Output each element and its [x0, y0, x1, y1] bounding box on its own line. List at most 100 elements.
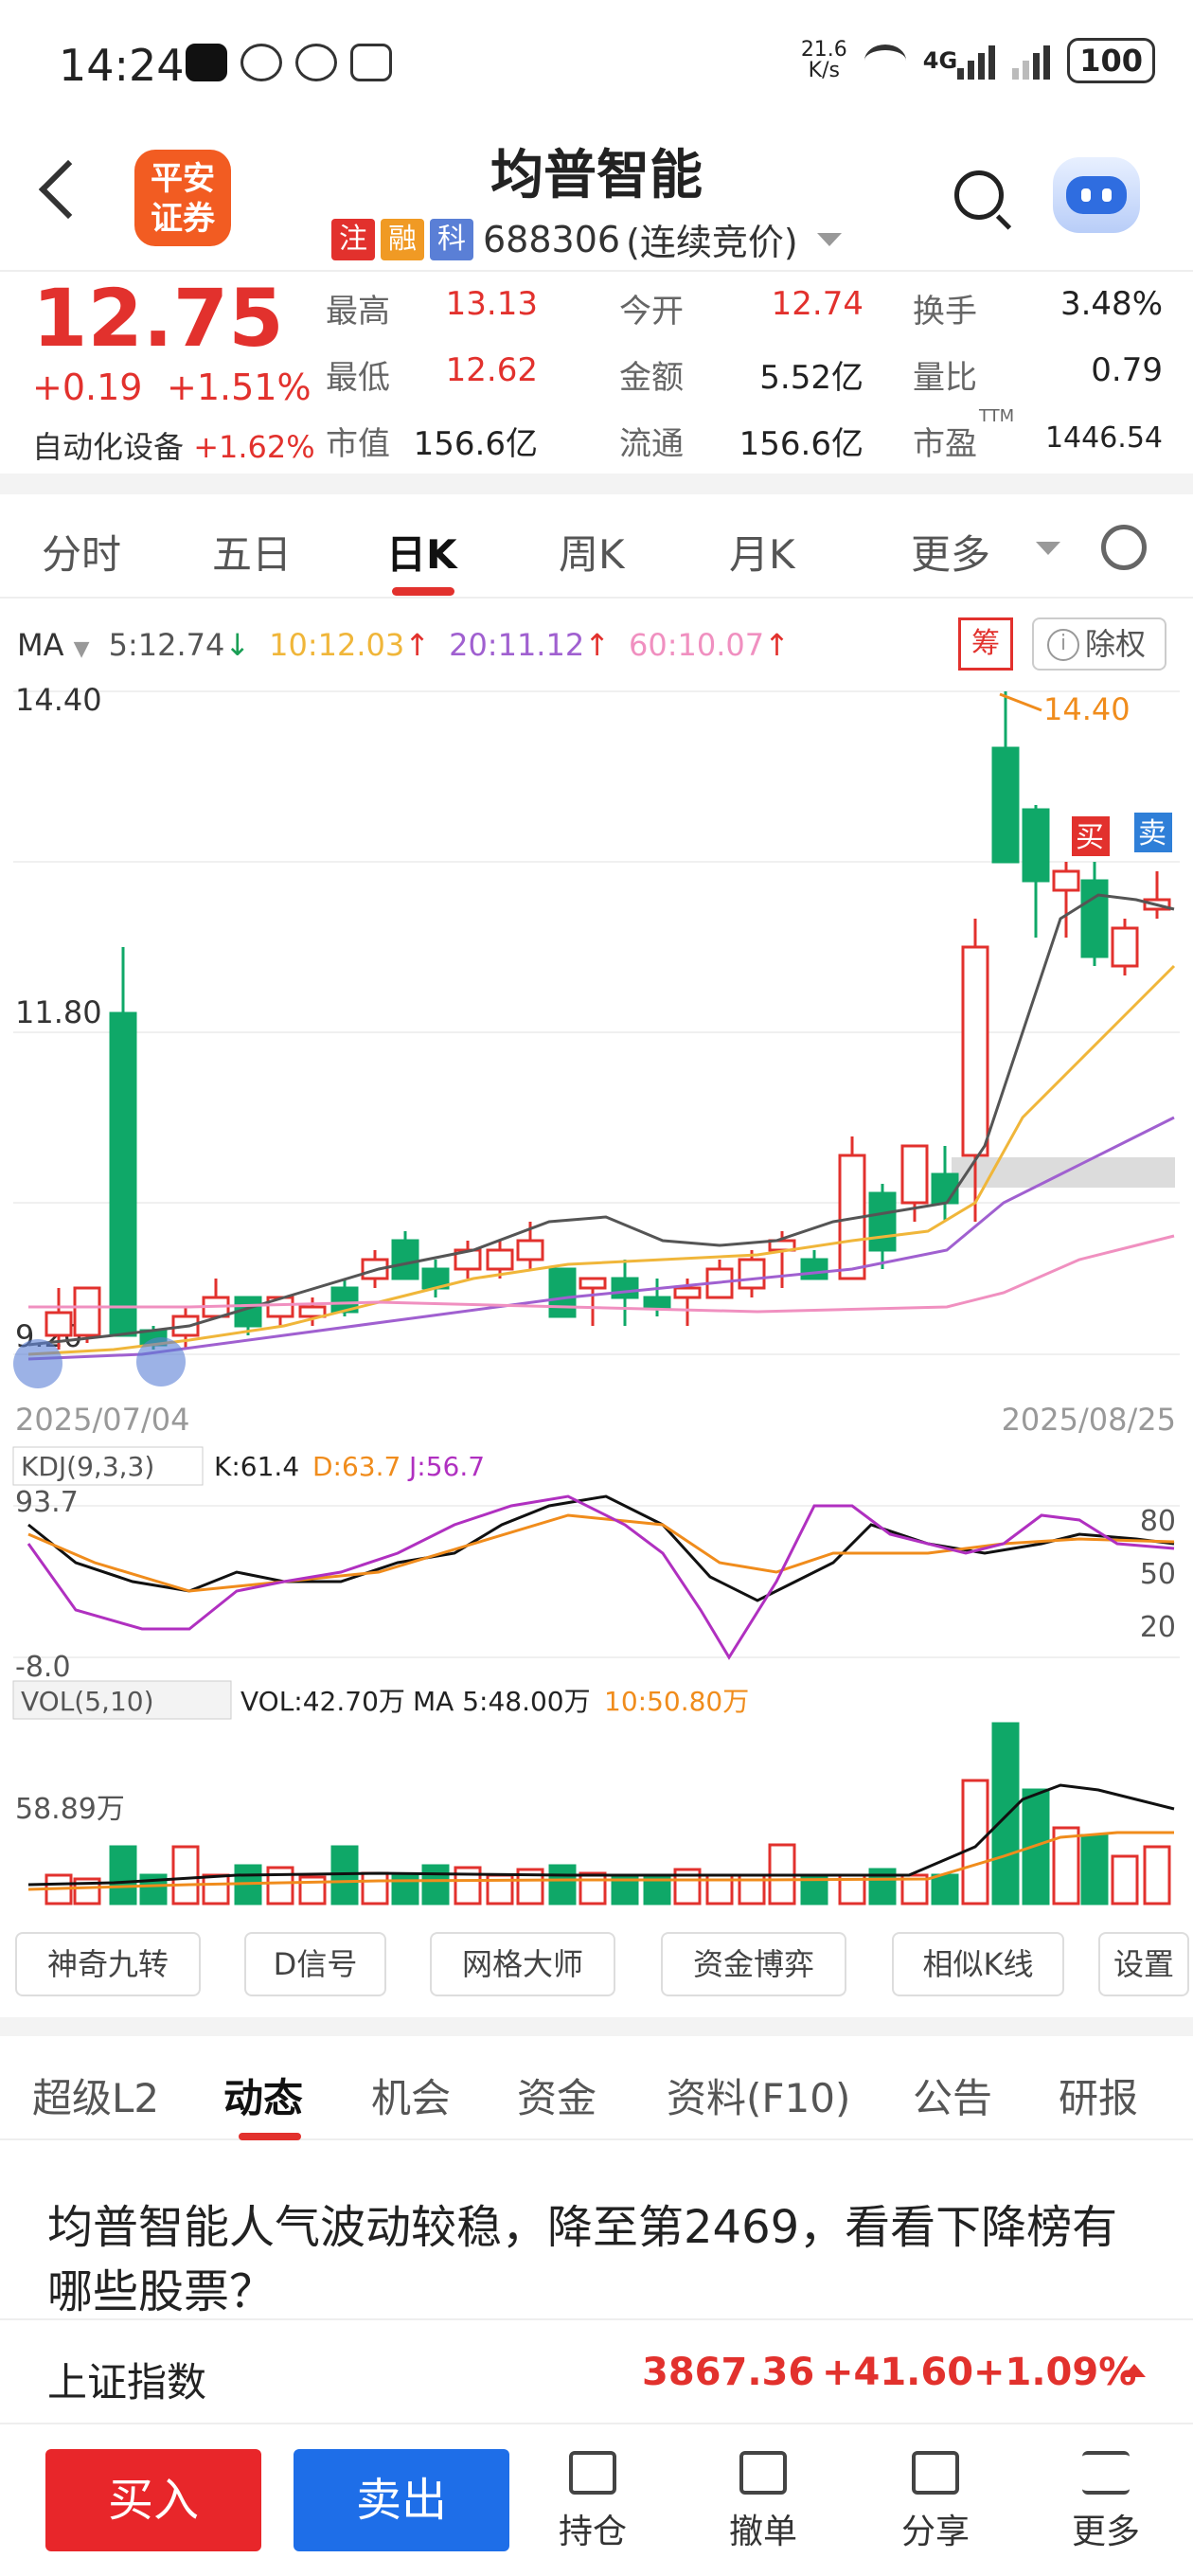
tool-magic-nine[interactable]: 神奇九转 [15, 1932, 201, 1996]
ma-legend: MA ▼ 5:12.74↓ 10:12.03↑ 20:11.12↑ 60:10.… [17, 627, 790, 663]
share-button[interactable]: 分享 [879, 2451, 992, 2553]
tab-funds[interactable]: 资金 [517, 2075, 597, 2121]
ma5-value: 5:12.74↓ [108, 627, 251, 663]
tab-more[interactable]: 更多 [911, 531, 991, 578]
candle-body [579, 1277, 607, 1290]
kdj-k-value: K:61.4 [214, 1451, 299, 1482]
volume-bar [931, 1873, 959, 1905]
ma-selector[interactable]: MA ▼ [17, 627, 90, 663]
tool-similar-k[interactable]: 相似K线 [892, 1932, 1064, 1996]
expand-left-icon[interactable] [13, 1339, 62, 1388]
buy-marker[interactable]: 买 [1076, 821, 1104, 854]
tool-capital-game[interactable]: 资金博弈 [661, 1932, 846, 1996]
sell-button[interactable]: 卖出 [294, 2449, 509, 2551]
stock-name: 均普智能 [490, 145, 703, 206]
news-headline[interactable]: 均普智能人气波动较稳，降至第2469，看看下降榜有哪些股票？ [47, 2201, 1118, 2318]
alarm-icon [295, 44, 337, 81]
value-volume-ratio: 0.79 [1091, 351, 1163, 389]
tab-super-l2[interactable]: 超级L2 [32, 2075, 160, 2121]
tab-daily-k[interactable]: 日K [386, 531, 457, 578]
buy-button[interactable]: 买入 [45, 2449, 261, 2551]
tab-five-day[interactable]: 五日 [212, 531, 293, 578]
broker-logo[interactable]: 平安 证券 [134, 150, 231, 246]
chip-distribution-button[interactable]: 筹 [958, 617, 1013, 671]
y-axis-mid: 11.80 [15, 994, 102, 1030]
bluetooth-battery-icon [350, 44, 392, 81]
stock-code: 688306 [483, 218, 621, 260]
ai-assistant-icon[interactable] [1053, 157, 1140, 233]
gear-icon[interactable] [1101, 525, 1147, 570]
volume-bar [266, 1866, 294, 1905]
chart-grid [13, 690, 1180, 1658]
tab-announcements[interactable]: 公告 [913, 2075, 993, 2121]
candle-body [800, 1258, 828, 1280]
kline-chart[interactable]: 14.40 11.80 9.20 14.40 买 卖 2025/07/04 20… [0, 672, 1193, 1923]
positions-button[interactable]: 持仓 [536, 2451, 650, 2553]
label-low: 最低 [326, 359, 390, 397]
wifi-icon [864, 45, 906, 77]
candle-body [991, 746, 1020, 864]
candle-body [931, 1172, 959, 1205]
candle-body [1080, 879, 1109, 958]
cancel-order-button[interactable]: 撤单 [706, 2451, 820, 2553]
volume-bar [202, 1873, 230, 1905]
index-change-pct: +1.09% [973, 2351, 1137, 2394]
tool-d-signal[interactable]: D信号 [244, 1932, 386, 1996]
y-axis-high: 14.40 [15, 682, 102, 718]
kdj-selector[interactable]: KDJ(9,3,3) [21, 1451, 154, 1482]
kdj-level-50: 50 [1140, 1558, 1176, 1591]
date-start: 2025/07/04 [15, 1402, 189, 1438]
menu-icon [1082, 2451, 1130, 2495]
vol-ma10-value: 10:50.80万 [604, 1686, 749, 1717]
tab-monthly-k[interactable]: 月K [729, 531, 795, 578]
arrow-up-icon [1123, 2364, 1146, 2377]
tiktok-icon [186, 44, 227, 81]
share-icon [912, 2451, 959, 2495]
vol-axis-label: 58.89万 [15, 1793, 125, 1826]
vol-selector[interactable]: VOL(5,10) [21, 1686, 154, 1717]
candle-body [611, 1277, 639, 1299]
sell-marker[interactable]: 卖 [1138, 817, 1166, 850]
adjust-button[interactable]: 除权 [1032, 617, 1166, 671]
index-ticker[interactable]: 上证指数 3867.36 +41.60 +1.09% [0, 2318, 1193, 2424]
more-button[interactable]: 更多 [1049, 2451, 1163, 2553]
candle-body [900, 1144, 929, 1205]
kdj-k-line [27, 1494, 1175, 1602]
signal-icon [1012, 42, 1051, 80]
vol-value: VOL:42.70万 [240, 1686, 405, 1717]
stock-code-line[interactable]: 注 融 科 688306 (连续竞价) [331, 213, 842, 265]
sector-info[interactable]: 自动化设备 +1.62% [32, 429, 315, 465]
label-turnover: 换手 [913, 293, 977, 331]
tool-settings[interactable]: 设置 [1098, 1932, 1189, 1996]
indicator-tools: 神奇九转 D信号 网格大师 资金博弈 相似K线 设置 [0, 1932, 1193, 2008]
kdj-j-line [27, 1494, 1175, 1660]
tab-intraday[interactable]: 分时 [42, 531, 122, 578]
label-high: 最高 [326, 293, 390, 331]
price-change: +0.19 [32, 367, 143, 408]
drag-handle-icon[interactable] [136, 1337, 186, 1386]
more-chevron-icon[interactable] [1036, 542, 1060, 555]
candle-body [1052, 869, 1080, 892]
ma20-value: 20:11.12↑ [449, 627, 610, 663]
tab-f10[interactable]: 资料(F10) [667, 2075, 851, 2121]
tag-star-market: 科 [430, 218, 473, 260]
last-price: 12.75 [32, 272, 284, 365]
volume-bar [548, 1864, 577, 1905]
battery-icon: 100 [1067, 38, 1155, 83]
tab-opportunity[interactable]: 机会 [371, 2075, 452, 2121]
bottom-action-bar: 买入 卖出 持仓 撤单 分享 更多 [0, 2424, 1193, 2576]
chevron-down-icon[interactable] [816, 232, 842, 246]
volume-bar [361, 1871, 389, 1905]
candle-body [643, 1296, 671, 1309]
tab-weekly-k[interactable]: 周K [559, 531, 625, 578]
value-open: 12.74 [771, 285, 864, 323]
ma10-value: 10:12.03↑ [269, 627, 431, 663]
price-change-pct: +1.51% [167, 367, 312, 408]
tab-news[interactable]: 动态 [223, 2075, 304, 2121]
quote-panel: 12.75 +0.19 +1.51% 自动化设备 +1.62% 最高 13.13… [0, 270, 1193, 474]
tab-research[interactable]: 研报 [1059, 2075, 1139, 2121]
search-icon[interactable] [954, 170, 1004, 220]
tool-grid-master[interactable]: 网格大师 [430, 1932, 615, 1996]
kdj-level-80: 80 [1140, 1505, 1176, 1538]
value-turnover: 3.48% [1059, 285, 1163, 323]
